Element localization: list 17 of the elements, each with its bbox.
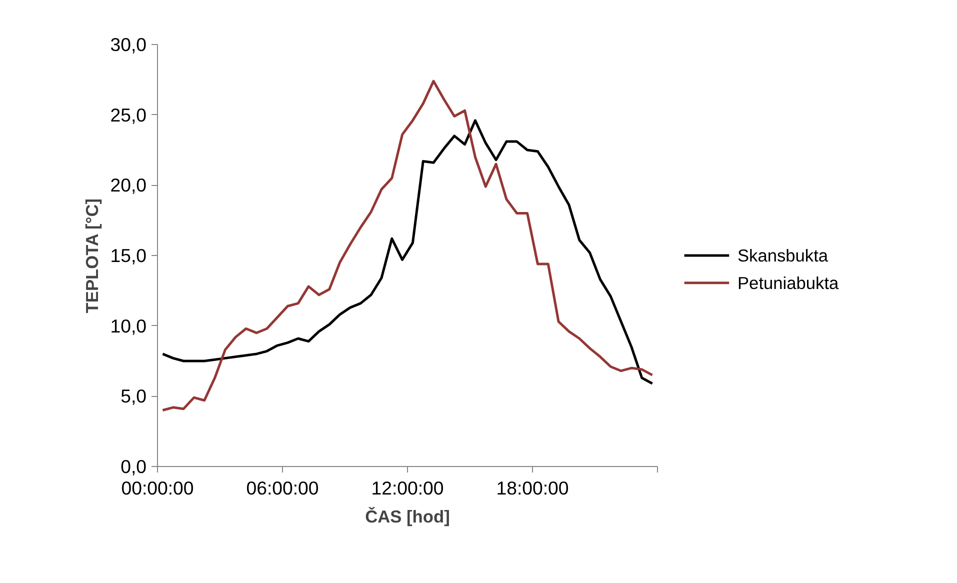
line-series [161, 119, 654, 385]
legend-label: Petuniabukta [738, 272, 840, 293]
legend-label: Skansbukta [738, 246, 828, 266]
y-tick-label: 10,0 [110, 315, 146, 336]
y-tick-label: 30,0 [110, 34, 146, 55]
x-axis-title: ČAS [hod] [365, 506, 450, 526]
y-tick-label: 15,0 [110, 245, 146, 266]
y-tick-label: 0,0 [120, 456, 147, 477]
x-tick-label: 00:00:00 [121, 478, 194, 498]
y-tick-label: 20,0 [110, 174, 146, 196]
y-axis-title: TEPLOTA [°C] [82, 198, 102, 314]
y-tick-label: 5,0 [120, 386, 147, 407]
line-series [161, 80, 654, 412]
x-tick-label: 18:00:00 [496, 478, 569, 498]
x-tick-label: 12:00:00 [371, 478, 444, 498]
x-tick-label: 06:00:00 [246, 478, 319, 498]
y-tick-label: 25,0 [110, 104, 146, 126]
